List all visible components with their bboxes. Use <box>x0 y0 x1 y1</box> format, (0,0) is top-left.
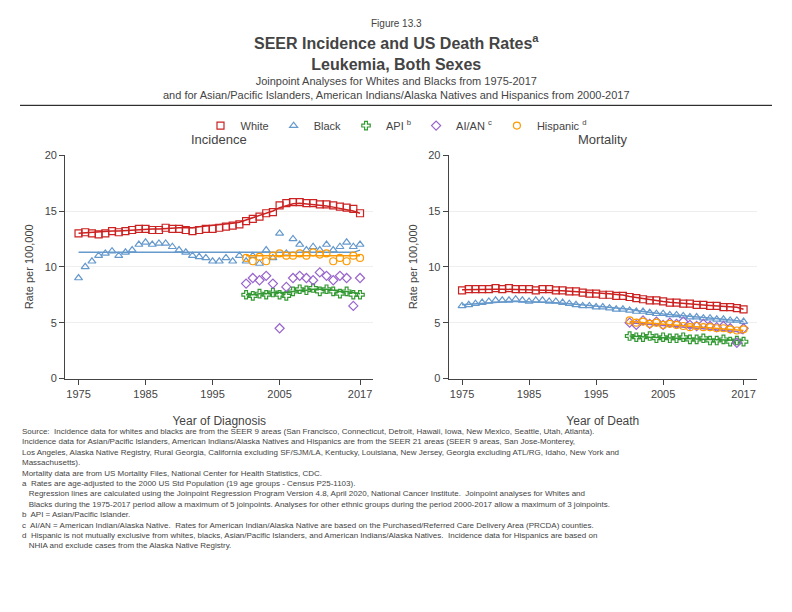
svg-text:Year of Diagnosis: Year of Diagnosis <box>172 414 266 428</box>
svg-text:2005: 2005 <box>651 388 675 400</box>
svg-text:2005: 2005 <box>267 388 291 400</box>
svg-text:Source: Incidence data for wh: Source: Incidence data for whites and bl… <box>22 427 619 550</box>
svg-text:Incidence: Incidence <box>191 132 247 147</box>
svg-text:API ​b​: API ​b​ <box>386 118 411 132</box>
svg-text:Figure 13.3: Figure 13.3 <box>371 18 422 29</box>
svg-text:Year of Death: Year of Death <box>566 414 639 428</box>
svg-text:1975: 1975 <box>66 388 90 400</box>
svg-text:1975: 1975 <box>450 388 474 400</box>
svg-text:10: 10 <box>428 261 440 273</box>
svg-text:Mortality: Mortality <box>578 132 628 147</box>
svg-text:2017: 2017 <box>348 388 372 400</box>
svg-text:1995: 1995 <box>584 388 608 400</box>
svg-text:Rate per 100,000: Rate per 100,000 <box>407 224 419 309</box>
svg-text:AI/AN ​c​: AI/AN ​c​ <box>456 118 492 132</box>
svg-text:Joinpoint Analyses for Whites: Joinpoint Analyses for Whites and Blacks… <box>163 75 630 101</box>
svg-text:20: 20 <box>428 149 440 161</box>
svg-text:10: 10 <box>45 261 57 273</box>
svg-text:5: 5 <box>434 317 440 329</box>
svg-text:15: 15 <box>428 205 440 217</box>
svg-text:2017: 2017 <box>731 388 755 400</box>
svg-text:SEER Incidence and US Death Ra: SEER Incidence and US Death Rates​a​Leuk… <box>254 32 539 73</box>
svg-text:1985: 1985 <box>517 388 541 400</box>
svg-text:0: 0 <box>51 372 57 384</box>
svg-text:Black: Black <box>314 120 341 132</box>
svg-text:1995: 1995 <box>200 388 224 400</box>
svg-text:5: 5 <box>51 317 57 329</box>
svg-text:15: 15 <box>45 205 57 217</box>
svg-text:20: 20 <box>45 149 57 161</box>
svg-text:White: White <box>241 120 269 132</box>
svg-text:0: 0 <box>434 372 440 384</box>
svg-text:Hispanic ​d​: Hispanic ​d​ <box>537 118 587 132</box>
svg-text:1985: 1985 <box>133 388 157 400</box>
svg-text:Rate per 100,000: Rate per 100,000 <box>23 224 35 309</box>
